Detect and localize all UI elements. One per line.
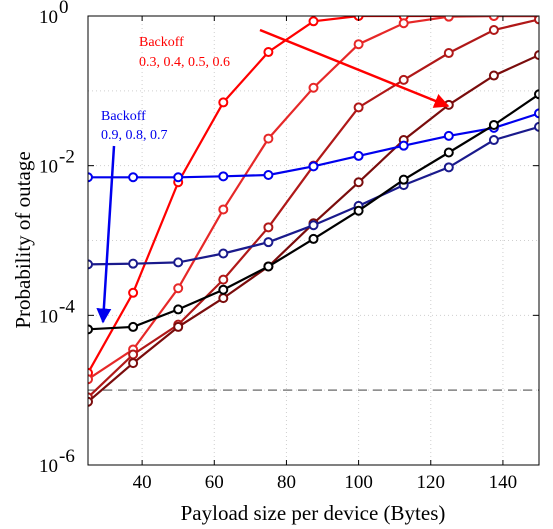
y-axis-label: Probability of outage xyxy=(11,151,35,328)
data-point xyxy=(173,304,184,315)
data-point xyxy=(308,82,319,93)
y-tick-exponent: 0 xyxy=(59,0,69,18)
data-point xyxy=(173,172,184,183)
data-point xyxy=(398,18,409,29)
data-point xyxy=(128,172,139,183)
x-axis-label: Payload size per device (Bytes) xyxy=(181,501,446,525)
x-tick-label: 60 xyxy=(205,472,224,493)
y-tick-label: 10 xyxy=(39,456,58,477)
data-point xyxy=(88,259,93,270)
data-point xyxy=(88,396,93,407)
data-point xyxy=(263,261,274,272)
data-point xyxy=(88,324,93,335)
data-point xyxy=(128,287,139,298)
data-point xyxy=(443,16,454,22)
annotation-blue-values: 0.9, 0.8, 0.7 xyxy=(101,128,168,143)
data-point xyxy=(398,74,409,85)
data-point xyxy=(443,48,454,59)
data-point xyxy=(263,170,274,181)
y-tick-exponent: -6 xyxy=(59,446,75,467)
y-tick-exponent: -2 xyxy=(59,147,75,168)
x-ticks: 40 60 80 100 120 140 xyxy=(133,16,518,493)
annotation-blue-title: Backoff xyxy=(101,109,146,124)
plot-frame xyxy=(87,15,540,466)
data-point xyxy=(488,16,499,21)
annotation-red-arrow xyxy=(259,28,450,108)
data-point xyxy=(353,177,364,188)
data-point xyxy=(218,293,229,304)
data-point xyxy=(353,102,364,113)
data-point xyxy=(263,133,274,144)
x-tick-label: 140 xyxy=(489,472,518,493)
data-point xyxy=(263,47,274,58)
data-point xyxy=(218,284,229,295)
x-tick-label: 100 xyxy=(344,472,373,493)
data-point xyxy=(398,174,409,185)
series-layer xyxy=(88,16,539,407)
data-point xyxy=(218,248,229,259)
data-point xyxy=(488,135,499,146)
data-point xyxy=(488,70,499,81)
data-point xyxy=(218,171,229,182)
data-point xyxy=(398,140,409,151)
x-tick-label: 80 xyxy=(277,472,296,493)
data-point xyxy=(353,39,364,50)
data-point xyxy=(128,358,139,369)
data-point xyxy=(128,258,139,269)
data-point xyxy=(443,162,454,173)
data-point xyxy=(308,161,319,172)
data-point xyxy=(488,119,499,130)
data-point xyxy=(173,321,184,332)
grid xyxy=(88,15,539,466)
data-point xyxy=(128,321,139,332)
data-point xyxy=(128,349,139,360)
data-point xyxy=(308,220,319,231)
x-tick-label: 120 xyxy=(417,472,446,493)
data-point xyxy=(488,25,499,36)
data-point xyxy=(263,222,274,233)
y-tick-label: 10 xyxy=(39,7,58,28)
data-point xyxy=(218,97,229,108)
data-point xyxy=(534,108,539,119)
data-point xyxy=(218,204,229,215)
x-tick-label: 40 xyxy=(133,472,152,493)
annotation-blue-arrow xyxy=(96,145,116,324)
data-point xyxy=(443,147,454,158)
data-point xyxy=(88,172,93,183)
data-point xyxy=(308,16,319,27)
data-point xyxy=(173,257,184,268)
data-point xyxy=(443,130,454,141)
annotation-red-values: 0.3, 0.4, 0.5, 0.6 xyxy=(139,55,230,70)
data-point xyxy=(353,205,364,216)
data-point xyxy=(218,274,229,285)
y-tick-label: 10 xyxy=(39,157,58,178)
data-point xyxy=(173,283,184,294)
annotation-red-title: Backoff xyxy=(139,35,184,50)
series-line-1 xyxy=(88,16,539,381)
y-tick-exponent: -4 xyxy=(59,296,75,317)
data-point xyxy=(534,50,539,61)
y-tick-label: 10 xyxy=(39,306,58,327)
data-point xyxy=(353,150,364,161)
data-point xyxy=(534,89,539,100)
series-line-2 xyxy=(88,18,539,399)
data-point xyxy=(534,16,539,25)
data-point xyxy=(308,233,319,244)
data-point xyxy=(534,121,539,132)
data-point xyxy=(88,374,93,385)
data-point xyxy=(263,237,274,248)
